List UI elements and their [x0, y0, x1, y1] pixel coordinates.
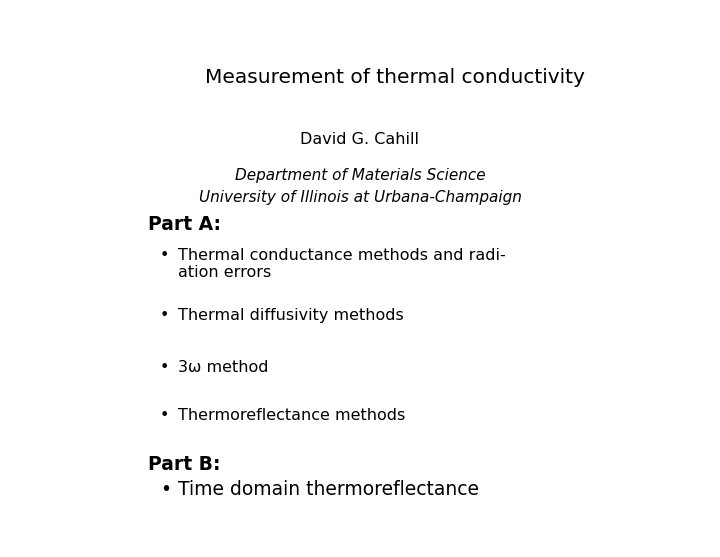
- Text: University of Illinois at Urbana-Champaign: University of Illinois at Urbana-Champai…: [199, 190, 521, 205]
- Text: •: •: [160, 360, 169, 375]
- Text: Thermal conductance methods and radi-: Thermal conductance methods and radi-: [178, 248, 505, 263]
- Text: Thermal diffusivity methods: Thermal diffusivity methods: [178, 308, 404, 323]
- Text: Time domain thermoreflectance: Time domain thermoreflectance: [178, 480, 479, 499]
- Text: •: •: [160, 480, 171, 499]
- Text: •: •: [160, 248, 169, 263]
- Text: •: •: [160, 308, 169, 323]
- Text: Department of Materials Science: Department of Materials Science: [235, 168, 485, 183]
- Text: ation errors: ation errors: [178, 265, 271, 280]
- Text: Part B:: Part B:: [148, 455, 220, 474]
- Text: David G. Cahill: David G. Cahill: [300, 132, 420, 147]
- Text: •: •: [160, 408, 169, 423]
- Text: Thermoreflectance methods: Thermoreflectance methods: [178, 408, 405, 423]
- Text: Measurement of thermal conductivity: Measurement of thermal conductivity: [205, 68, 585, 87]
- Text: 3ω method: 3ω method: [178, 360, 269, 375]
- Text: Part A:: Part A:: [148, 215, 221, 234]
